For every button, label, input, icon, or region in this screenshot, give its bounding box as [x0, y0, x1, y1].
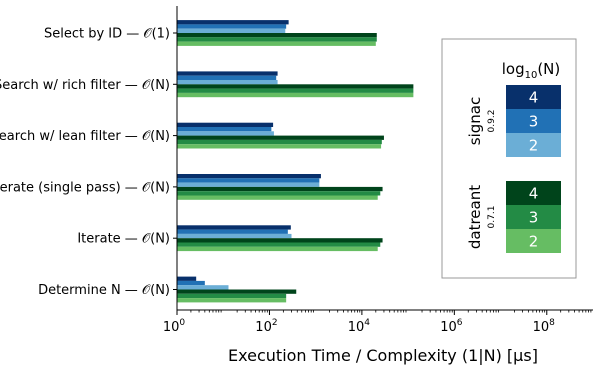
- bar: [177, 242, 381, 247]
- legend-group-name: signac: [466, 97, 484, 145]
- bar: [177, 28, 286, 33]
- x-tick-label: 106: [440, 318, 463, 335]
- legend-swatch: [506, 133, 561, 157]
- bar: [177, 88, 414, 93]
- x-tick-label: 102: [255, 318, 277, 335]
- bar: [177, 229, 288, 234]
- legend-group-version: 0.7.1: [487, 206, 497, 229]
- x-tick-label: 108: [533, 318, 556, 335]
- legend-title: log10(N): [502, 60, 561, 81]
- bar: [177, 285, 229, 290]
- bar: [177, 289, 297, 294]
- legend-group-name: datreant: [466, 185, 484, 249]
- axes: [176, 6, 593, 311]
- category-labels: Select by ID — 𝒪(1) Search w/ rich filter…: [0, 27, 177, 298]
- bar: [177, 80, 278, 85]
- bar: [177, 127, 272, 132]
- bars-layer: [177, 20, 414, 303]
- bar: [177, 182, 320, 187]
- bar: [177, 174, 321, 179]
- legend-level-label: 4: [529, 89, 539, 107]
- x-axis-label: Execution Time / Complexity (1|N) [µs]: [228, 346, 538, 365]
- category-label: Iterate (single pass) — 𝒪(N): [0, 180, 170, 195]
- legend-level-label: 2: [529, 137, 539, 155]
- bar: [177, 37, 377, 42]
- legend: log10(N) 4 3 2 signac 0.9.2 4 3 2 datreant 0.7.1: [441, 38, 577, 279]
- bar: [177, 186, 383, 192]
- bar: [177, 238, 383, 243]
- bar: [177, 122, 274, 127]
- bar: [177, 92, 414, 98]
- category-label: Search w/ lean filter — 𝒪(N): [0, 129, 170, 144]
- bar: [177, 246, 378, 252]
- bar: [177, 84, 414, 89]
- bar: [177, 144, 382, 149]
- bar: [177, 71, 278, 76]
- legend-level-label: 2: [529, 233, 539, 251]
- bar: [177, 41, 376, 46]
- legend-level-label: 3: [529, 209, 539, 227]
- bar: [177, 233, 292, 239]
- category-label: Select by ID — 𝒪(1): [44, 27, 170, 42]
- bar: [177, 139, 382, 145]
- legend-swatch: [506, 205, 561, 229]
- legend-level-label: 4: [529, 185, 539, 203]
- bar: [177, 178, 320, 183]
- x-tick-label: 104: [348, 318, 371, 335]
- legend-group-version: 0.9.2: [487, 110, 497, 133]
- category-label: Determine N — 𝒪(N): [38, 283, 170, 298]
- bar: [177, 195, 378, 200]
- legend-swatch: [506, 85, 561, 109]
- bar: [177, 135, 384, 140]
- bar: [177, 33, 377, 38]
- x-tick-label: 100: [163, 318, 186, 335]
- legend-level-label: 3: [529, 113, 539, 131]
- legend-swatch: [506, 229, 561, 253]
- bar: [177, 24, 287, 29]
- bar: [177, 75, 277, 80]
- bar: [177, 131, 274, 136]
- bar: [177, 293, 287, 299]
- legend-swatch: [506, 181, 561, 205]
- bar: [177, 280, 205, 286]
- bar: [177, 20, 289, 25]
- legend-swatch: [506, 109, 561, 133]
- category-label: Search w/ rich filter — 𝒪(N): [0, 78, 170, 93]
- category-label: Iterate — 𝒪(N): [77, 232, 170, 247]
- bar: [177, 298, 287, 303]
- x-ticks: 100 102 104 106 108: [163, 310, 592, 335]
- bar: [177, 276, 197, 281]
- bar: [177, 225, 291, 230]
- bar: [177, 191, 381, 196]
